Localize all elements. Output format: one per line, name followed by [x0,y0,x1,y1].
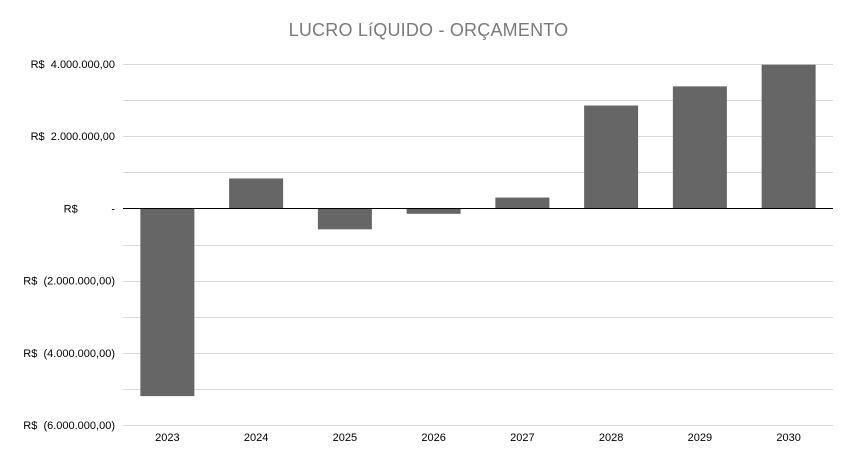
bar-2023 [140,208,195,397]
y-tick-label: R$ (2.000.000,00) [23,276,115,288]
x-tick-label: 2028 [599,432,623,444]
bar-2030 [761,64,816,209]
y-tick-label: R$ - [64,203,116,215]
x-tick-label: 2029 [688,432,712,444]
x-tick-label: 2025 [333,432,357,444]
chart-title: LUCRO LíQUIDO - ORÇAMENTO [288,20,569,40]
y-tick-label: R$ 4.000.000,00 [31,59,115,71]
x-tick-label: 2024 [244,432,268,444]
bar-2025 [317,208,372,230]
y-tick-label: R$ (6.000.000,00) [23,420,115,432]
y-tick-label: R$ (4.000.000,00) [23,348,115,360]
bar-2026 [406,208,461,214]
bar-2027 [495,197,550,209]
x-tick-label: 2023 [155,432,179,444]
bars [140,64,816,397]
bar-2028 [584,105,639,209]
bar-2024 [229,178,284,209]
y-tick-label: R$ 2.000.000,00 [31,131,115,143]
x-tick-label: 2030 [776,432,800,444]
x-tick-label: 2027 [510,432,534,444]
x-tick-label: 2026 [421,432,445,444]
bar-2029 [672,86,727,209]
